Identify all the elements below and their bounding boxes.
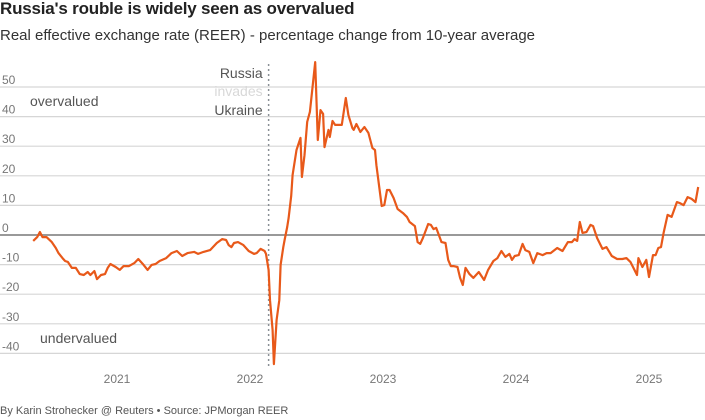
event-label-line3: Ukraine <box>214 102 262 118</box>
source-credit: By Karin Strohecker @ Reuters • Source: … <box>0 405 289 417</box>
y-tick-label: -40 <box>2 339 20 353</box>
y-tick-label: -20 <box>2 280 20 294</box>
x-tick-label: 2024 <box>503 372 530 386</box>
x-tick-label: 2023 <box>370 372 397 386</box>
chart-title: Russia's rouble is widely seen as overva… <box>0 0 355 18</box>
y-tick-label: -30 <box>2 310 20 324</box>
x-tick-label: 2021 <box>104 372 131 386</box>
y-tick-label: 20 <box>2 162 16 176</box>
y-tick-label: 0 <box>2 221 9 235</box>
chart-subtitle: Real effective exchange rate (REER) - pe… <box>0 27 536 44</box>
undervalued-label: undervalued <box>40 330 117 346</box>
overvalued-label: overvalued <box>30 93 99 109</box>
y-tick-label: 30 <box>2 132 16 146</box>
series-line-reer <box>32 61 700 366</box>
y-axis-ticks: 50 40 30 20 10 0 -10 -20 -30 -40 <box>2 73 20 353</box>
x-axis-ticks: 2021 2022 2023 2024 2025 <box>104 372 663 386</box>
x-tick-label: 2022 <box>237 372 264 386</box>
event-label-line1: Russia <box>220 65 263 81</box>
y-tick-label: 40 <box>2 103 16 117</box>
gridlines <box>0 86 705 354</box>
y-tick-label: -10 <box>2 251 20 265</box>
event-label-line2: invades <box>214 83 262 99</box>
y-tick-label: 10 <box>2 191 16 205</box>
x-tick-label: 2025 <box>636 372 663 386</box>
y-tick-label: 50 <box>2 73 16 87</box>
